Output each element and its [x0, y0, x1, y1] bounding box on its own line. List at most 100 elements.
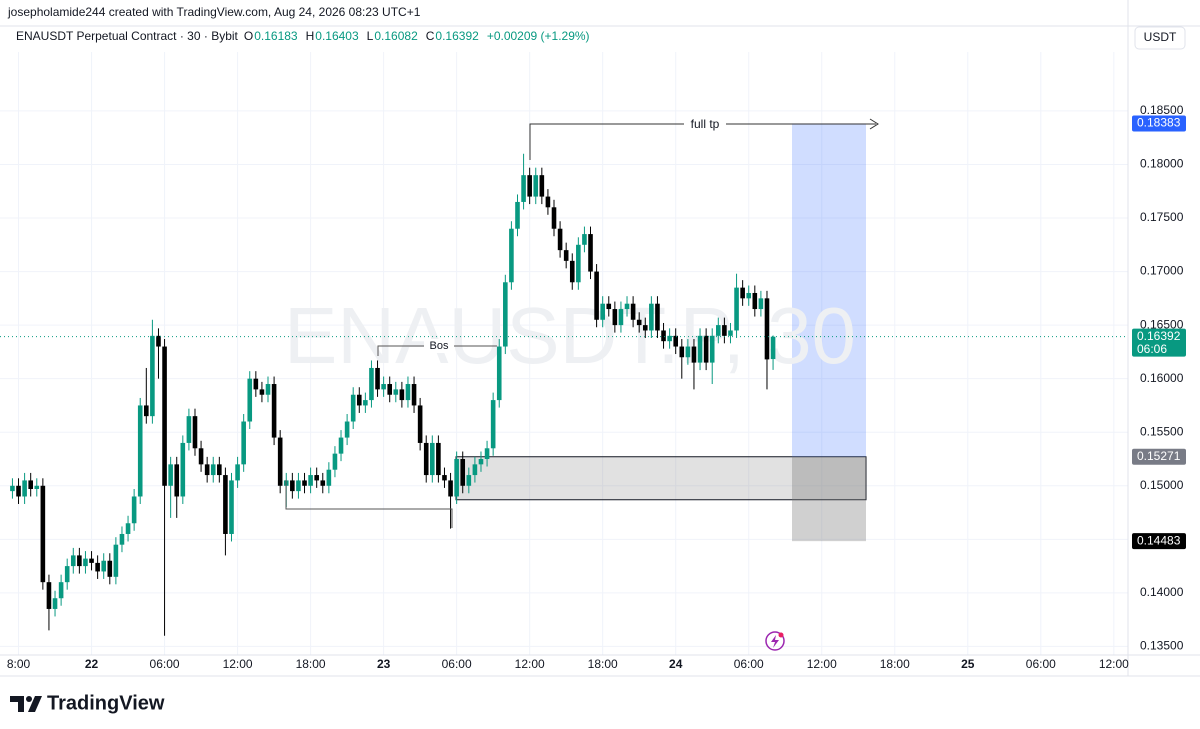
ohlc-label: C [426, 29, 435, 43]
candle-body [770, 336, 776, 360]
candle-body [746, 292, 752, 299]
candle-body [271, 384, 277, 438]
candle-body [661, 330, 666, 342]
x-tick-label: 06:00 [734, 657, 764, 671]
candle-body [649, 303, 654, 331]
x-tick-label: 23 [377, 657, 391, 671]
candle-body [600, 303, 605, 320]
candle-body [685, 346, 691, 358]
candle-body [612, 309, 618, 326]
candle-body [125, 523, 131, 534]
ohlc-label: O [244, 29, 253, 43]
full-tp-line [529, 123, 876, 160]
candle-body [16, 485, 21, 497]
candle-body [387, 384, 393, 395]
annotations: full tp Bos [285, 116, 879, 651]
candle-body [40, 485, 46, 583]
change-value: +0.00209 (+1.29%) [487, 29, 590, 43]
label-bg [424, 339, 454, 353]
candle-body [363, 400, 368, 406]
ohlc-value: 0.16392 [435, 29, 479, 43]
candle-body [52, 598, 58, 609]
candle-body [576, 244, 581, 283]
y-tick-label: 0.15000 [1140, 478, 1184, 492]
candle-body [150, 335, 155, 417]
y-tick-label: 0.17000 [1140, 264, 1184, 278]
candle-body [642, 325, 648, 331]
candle-body [691, 346, 697, 363]
candle-body [716, 325, 721, 336]
x-tick-label: 12:00 [807, 657, 837, 671]
watermark: ENAUSDT.P, 30 [284, 291, 856, 380]
candle-body [588, 234, 593, 272]
candle-body [253, 378, 259, 390]
candle-body [728, 330, 733, 336]
y-tick-label: 0.14000 [1140, 585, 1184, 599]
candle-body [478, 458, 484, 465]
ohlc-label: H [306, 29, 315, 43]
x-tick-label: 18:00 [296, 657, 326, 671]
candle-body [496, 346, 502, 401]
target-label: 0.18383 [1137, 116, 1181, 130]
candle-body [624, 303, 630, 310]
candle-body [302, 480, 307, 486]
annotation-label: Bos [430, 340, 449, 352]
candle-body [381, 384, 386, 390]
candle-body [156, 335, 161, 347]
candle-body [472, 464, 478, 476]
candle-body [247, 378, 253, 422]
candle-body [180, 442, 186, 497]
candle-body [697, 335, 703, 363]
candle-body [241, 421, 246, 465]
candle-body [28, 480, 33, 489]
candle-body [399, 389, 405, 401]
candle-body [722, 325, 727, 336]
y-tick-label: 0.17500 [1140, 210, 1184, 224]
candle-body [636, 319, 642, 326]
candle-body [527, 175, 532, 197]
event-icon[interactable] [765, 631, 785, 651]
x-tick-label: 12:00 [223, 657, 253, 671]
candle-body [460, 458, 466, 486]
currency-button[interactable] [1134, 26, 1186, 50]
candle-body [113, 544, 119, 577]
candle-body [764, 298, 770, 360]
currency: USDT [1144, 30, 1177, 44]
x-tick-label: 24 [669, 657, 683, 671]
stop-zone [792, 456, 866, 542]
legend: ENAUSDT Perpetual Contract · 30 · Bybit … [16, 29, 590, 43]
candle-body [198, 448, 204, 465]
ohlc-value: 0.16403 [315, 29, 359, 43]
x-tick-label: 22 [85, 657, 99, 671]
candle-body [503, 282, 508, 347]
candle-body [162, 346, 167, 486]
x-tick-label: 12:00 [1099, 657, 1129, 671]
candle-body [332, 453, 338, 470]
candle-body [314, 475, 319, 481]
target-zone [792, 123, 866, 457]
candle-body [740, 287, 745, 299]
candle-body [296, 480, 301, 492]
candle-body [551, 207, 557, 229]
candle-body [356, 394, 362, 406]
candle-body [515, 201, 520, 229]
candle-body [229, 480, 234, 534]
y-tick-label: 0.18500 [1140, 103, 1184, 117]
logo-text: TradingView [47, 692, 165, 714]
candle-body [667, 335, 672, 342]
candle-body [752, 292, 758, 310]
attribution: josepholamide244 created with TradingVie… [7, 5, 421, 19]
candle-body [344, 421, 350, 438]
candle-body [484, 448, 490, 459]
x-tick-label: 18:00 [588, 657, 618, 671]
x-tick-label: 06:00 [150, 657, 180, 671]
candle-body [101, 560, 107, 572]
candle-body [168, 464, 173, 486]
low-line [285, 480, 453, 528]
candle-body [618, 309, 624, 326]
candle-body [448, 480, 453, 497]
ohlc-label: L [367, 29, 374, 43]
candle-body [64, 566, 70, 583]
x-tick-label: 25 [961, 657, 975, 671]
